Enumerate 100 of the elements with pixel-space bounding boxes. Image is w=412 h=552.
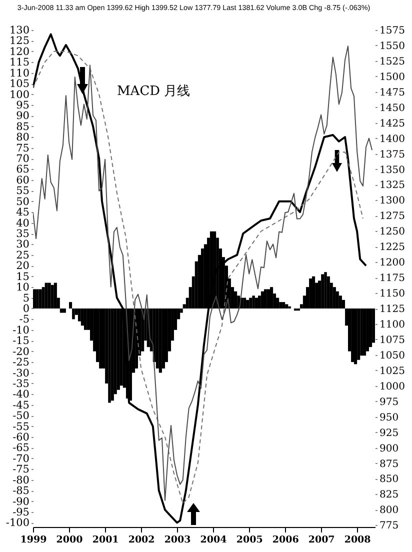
bar	[336, 291, 339, 308]
y-tick-label: 100	[9, 88, 30, 101]
y-tick-label: 70	[16, 153, 30, 166]
y2-tick-label: 1175	[380, 273, 405, 284]
bar	[68, 302, 72, 308]
bar	[357, 308, 360, 360]
y2-tick-label: 1250	[380, 226, 405, 238]
y2-tick-label: 1100	[380, 319, 405, 330]
bar	[36, 289, 39, 308]
y2-tick-label: 1350	[380, 164, 405, 176]
bar	[44, 282, 48, 308]
x-tick-label: 2005	[236, 534, 263, 546]
y2-tick-label: 1450	[380, 102, 405, 114]
y-tick-label: 80	[16, 132, 30, 144]
y2-tick-label: 1075	[380, 334, 405, 346]
bar	[260, 291, 264, 308]
bar	[338, 296, 342, 308]
y-tick-label: -90	[12, 496, 30, 508]
bar	[342, 300, 346, 308]
y-tick-label: -100	[6, 517, 30, 530]
x-tick-label: 2004	[200, 534, 228, 546]
y-tick-label: 55	[16, 185, 30, 198]
y-tick-label: 110	[9, 67, 30, 80]
y-tick-label: -25	[12, 356, 30, 369]
bar	[254, 298, 258, 308]
y-tick-label: 130	[9, 24, 30, 36]
bar	[279, 302, 282, 308]
y-tick-label: 85	[16, 120, 30, 133]
y2-tick-label: 1550	[380, 40, 405, 52]
bar	[50, 284, 54, 308]
bar	[129, 308, 132, 401]
bar	[54, 282, 57, 308]
y-tick-label: 15	[16, 270, 30, 283]
y-tick-label: -30	[12, 367, 30, 380]
bar	[60, 308, 63, 313]
y-tick-label: 10	[16, 282, 30, 294]
bar	[296, 308, 300, 311]
y-tick-label: 90	[16, 110, 30, 122]
bar	[62, 308, 66, 313]
bar	[372, 308, 375, 343]
bar	[38, 289, 42, 308]
bar	[270, 287, 274, 308]
y2-tick-label: 1125	[380, 304, 405, 316]
y2-tick-label: 975	[380, 396, 399, 408]
x-tick-label: 2007	[308, 534, 335, 546]
bar	[252, 296, 255, 308]
bar	[285, 304, 288, 308]
y-tick-label: -85	[12, 485, 30, 498]
y-tick-label: 40	[16, 217, 30, 230]
bar	[116, 308, 120, 390]
y-tick-label: 5	[22, 292, 30, 304]
y-tick-label: -75	[12, 464, 30, 476]
y-tick-label: 45	[16, 206, 30, 219]
annotation: MACD 月线	[117, 83, 190, 100]
x-tick-label: 2006	[272, 534, 300, 546]
x-tick-label: 2000	[56, 534, 84, 546]
bar	[234, 291, 238, 308]
y-tick-label: 50	[16, 196, 30, 208]
y2-tick-label: 1325	[380, 180, 405, 192]
y-tick-label: -10	[12, 324, 30, 336]
y2-tick-label: 1500	[380, 72, 405, 83]
y-tick-label: 20	[16, 260, 30, 272]
bar	[48, 282, 51, 308]
y2-tick-label: 850	[380, 474, 399, 486]
y2-tick-label: 1525	[380, 56, 405, 68]
y-tick-label: -80	[12, 474, 30, 486]
y2-tick-label: 900	[380, 443, 399, 454]
y-tick-label: 95	[16, 99, 30, 112]
y2-tick-label: 1575	[380, 26, 405, 36]
bar	[33, 289, 36, 308]
x-tick-label: 2002	[128, 534, 155, 546]
y2-tick-label: 925	[380, 428, 399, 439]
y-tick-label: -15	[12, 335, 30, 348]
bar	[324, 272, 327, 308]
y-tick-label: 120	[9, 46, 30, 58]
y-tick-label: -45	[12, 399, 30, 412]
y-tick-label: 25	[16, 249, 30, 262]
y2-tick-label: 1300	[380, 196, 405, 207]
bar	[276, 298, 280, 308]
bar	[246, 300, 250, 308]
y2-tick-label: 1150	[380, 288, 405, 300]
y2-tick-label: 1425	[380, 118, 405, 130]
y-tick-label: -50	[12, 410, 30, 422]
bar	[309, 278, 312, 308]
x-tick-label: 2008	[344, 534, 372, 546]
bar	[84, 308, 87, 330]
y2-tick-label: 1400	[380, 134, 405, 145]
y2-tick-label: 1275	[380, 211, 405, 222]
y-tick-label: 60	[16, 174, 30, 186]
bar	[249, 298, 252, 308]
y-tick-label: -70	[12, 452, 30, 465]
bar	[294, 308, 297, 311]
y-tick-label: -20	[12, 346, 30, 358]
y-tick-label: -95	[12, 506, 30, 519]
y2-tick-label: 1375	[380, 149, 405, 160]
bar	[120, 308, 123, 386]
y2-tick-label: 1050	[380, 350, 405, 362]
bar	[78, 308, 81, 322]
y-tick-label: -40	[12, 388, 30, 401]
y-tick-label: 75	[16, 142, 30, 154]
